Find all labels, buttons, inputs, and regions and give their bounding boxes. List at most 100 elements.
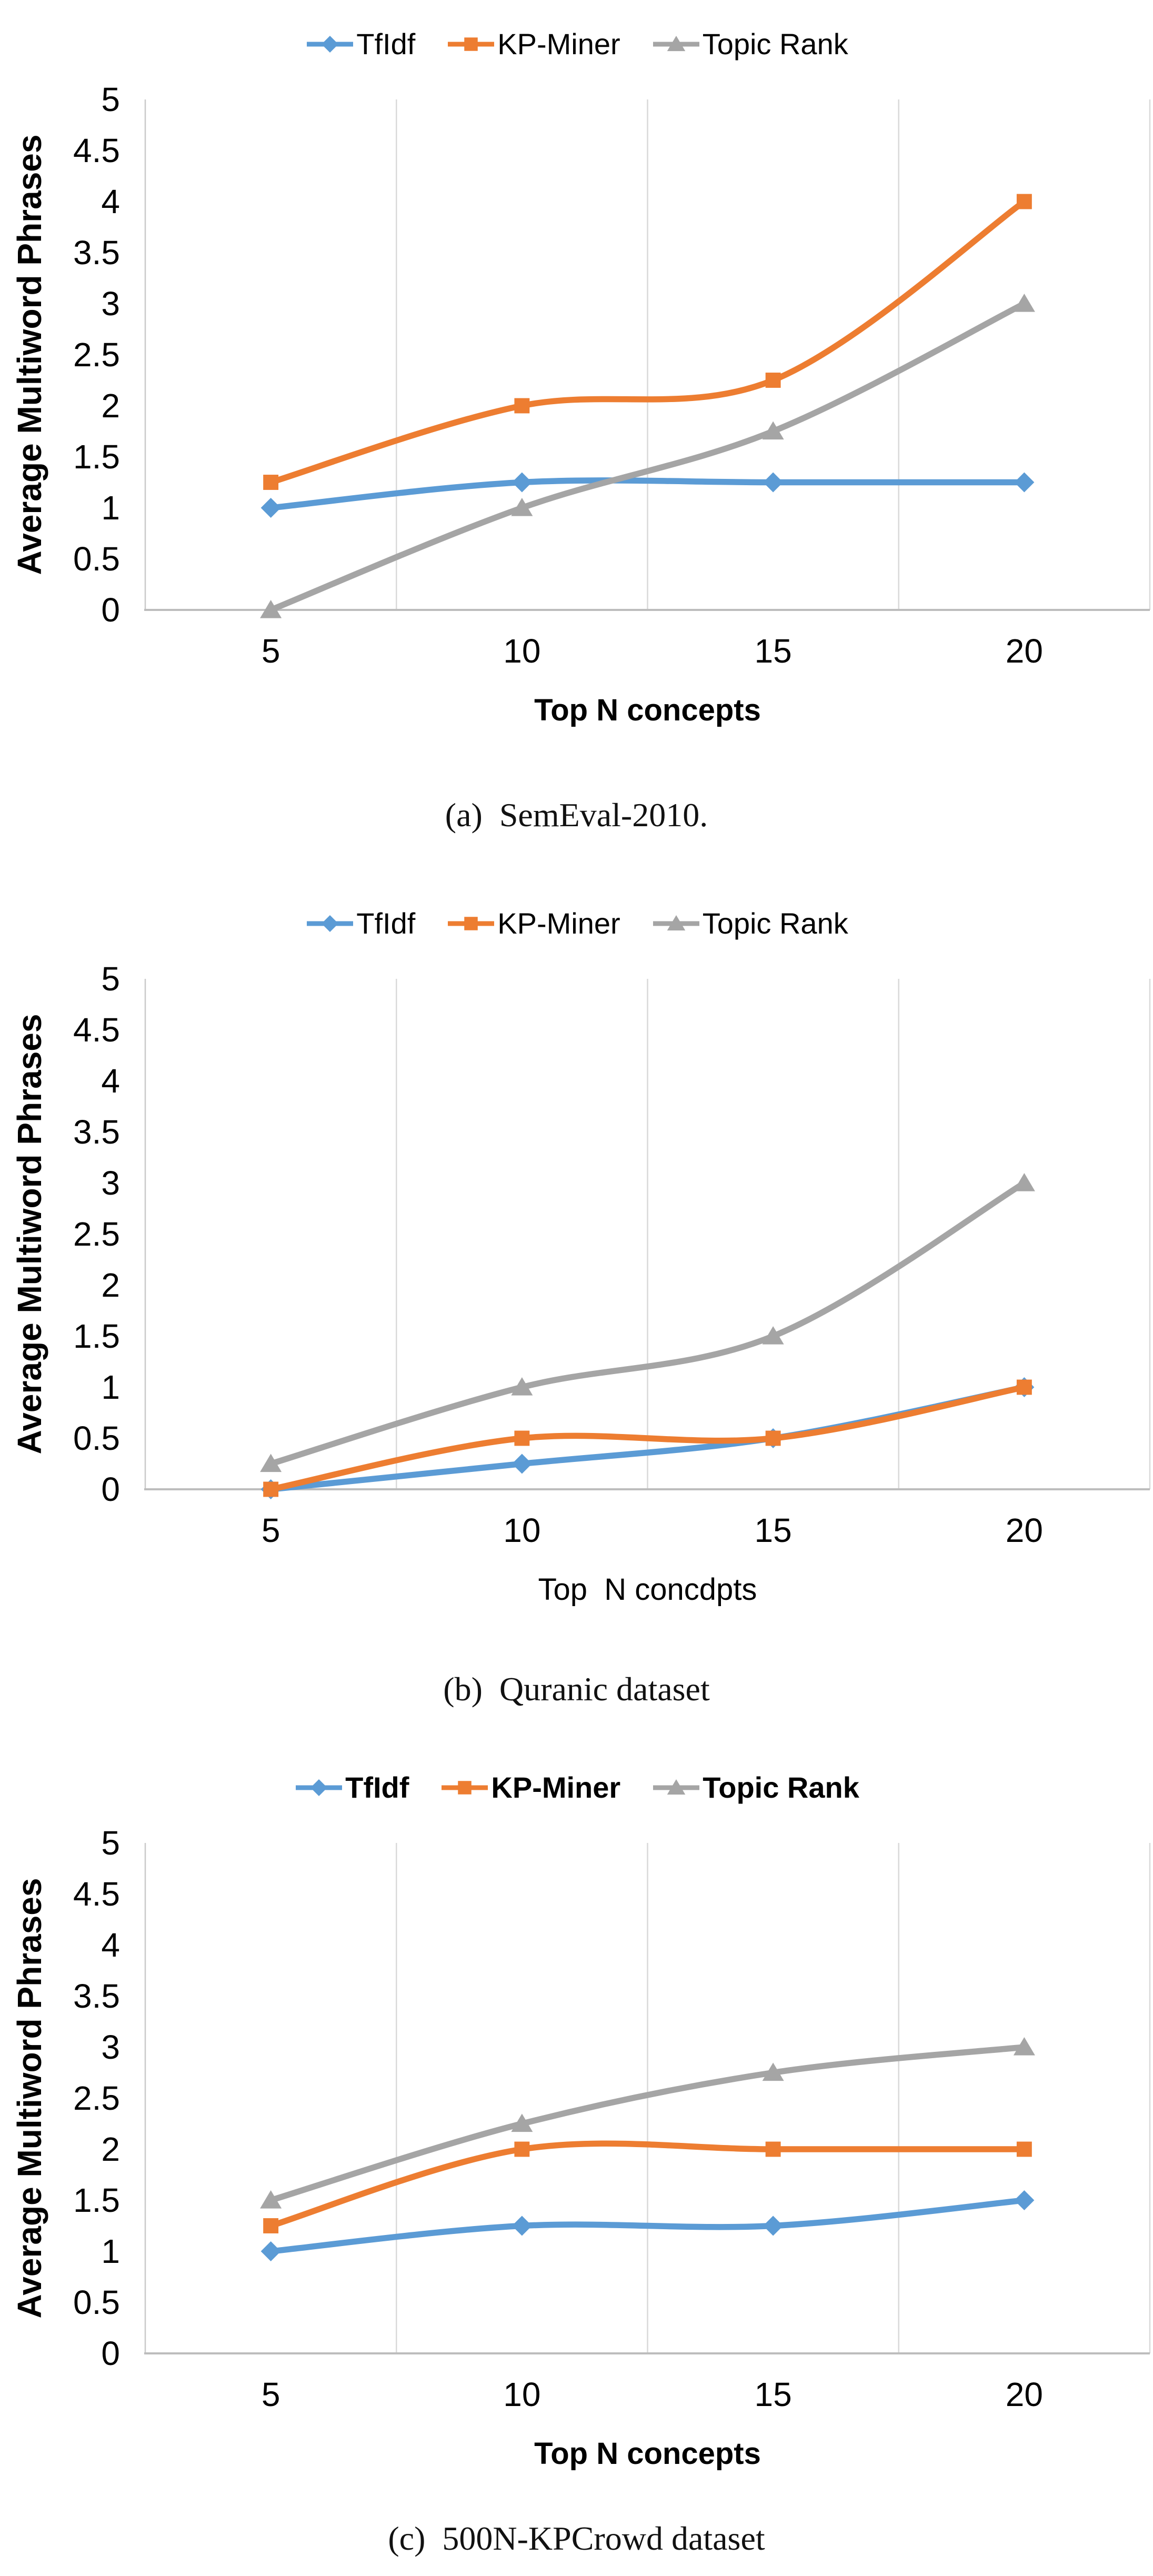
diamond-marker-icon [307,36,354,53]
line-chart-svg-c: 0 0.5 1 1.5 2 2.5 3 3.5 4 4.5 5 5 10 15 20 Average Mult… [11,1830,1151,2471]
legend-label: KP-Miner [491,1771,621,1804]
svg-text:2.5: 2.5 [73,336,120,374]
svg-text:4: 4 [101,1926,120,1964]
axis-lines [144,979,1150,1490]
svg-text:0: 0 [101,591,120,629]
y-axis-title: Average Multiword Phrases [11,135,48,575]
figure-panel-a: TfIdf KP-Miner Topic Rank 0 0.5 1 1.5 2 2.5 3 3.5… [0,0,1153,860]
legend-item-tfidf: TfIdf [294,1773,409,1802]
svg-text:1: 1 [101,2232,120,2270]
y-axis-ticks: 0 0.5 1 1.5 2 2.5 3 3.5 4 4.5 5 [73,86,120,629]
legend-item-kp-miner: KP-Miner [439,1773,620,1802]
legend-label: TfIdf [345,1771,409,1804]
svg-text:20: 20 [1006,1511,1043,1549]
series-tfidf [260,2190,1035,2261]
svg-text:1.5: 1.5 [73,2181,120,2219]
triangle-marker-icon [653,915,699,931]
legend-label: Topic Rank [702,27,848,61]
legend-item-topic-rank: Topic Rank [651,1773,859,1802]
svg-text:3: 3 [101,285,120,323]
diamond-marker-icon [296,1779,343,1796]
x-axis-title: Top N concdpts [538,1572,757,1607]
svg-text:4.5: 4.5 [73,1875,120,1913]
y-axis-ticks: 0 0.5 1 1.5 2 2.5 3 3.5 4 4.5 5 [73,1830,120,2372]
chart-legend: TfIdf KP-Miner Topic Rank [305,907,848,940]
legend-label: TfIdf [356,27,416,61]
legend-item-topic-rank: Topic Rank [651,29,848,59]
svg-text:4: 4 [101,1062,120,1100]
svg-text:20: 20 [1006,632,1043,670]
svg-text:5: 5 [101,86,120,118]
svg-text:5: 5 [262,1511,280,1549]
legend-label: KP-Miner [497,907,620,940]
svg-text:2.5: 2.5 [73,2079,120,2117]
svg-text:10: 10 [503,2375,540,2413]
svg-text:15: 15 [755,632,792,670]
svg-text:2.5: 2.5 [73,1215,120,1253]
x-axis-ticks: 5 10 15 20 [262,1511,1043,1549]
line-chart-svg-b: 0 0.5 1 1.5 2 2.5 3 3.5 4 4.5 5 5 10 15 20 Average Mult… [11,966,1151,1607]
gridlines [396,979,1151,1489]
svg-text:0.5: 0.5 [73,1419,120,1457]
svg-text:3: 3 [101,2028,120,2066]
legend-label: Topic Rank [703,1771,859,1804]
svg-text:2: 2 [101,1266,120,1304]
legend-item-kp-miner: KP-Miner [446,909,620,938]
svg-text:4.5: 4.5 [73,1011,120,1049]
figure-caption-a: (a) SemEval-2010. [445,796,708,834]
figure-panel-b: TfIdf KP-Miner Topic Rank 0 0.5 1 1.5 2 2.5 3 3.5… [0,860,1153,1718]
svg-text:0: 0 [101,1470,120,1508]
svg-text:3: 3 [101,1164,120,1202]
svg-text:20: 20 [1006,2375,1043,2413]
svg-text:5: 5 [262,632,280,670]
svg-text:1.5: 1.5 [73,438,120,476]
x-axis-ticks: 5 10 15 20 [262,632,1043,670]
svg-text:2: 2 [101,2130,120,2168]
y-axis-title: Average Multiword Phrases [11,1014,48,1455]
legend-item-tfidf: TfIdf [305,29,415,59]
svg-text:0.5: 0.5 [73,540,120,578]
svg-text:5: 5 [101,966,120,998]
chart-legend: TfIdf KP-Miner Topic Rank [294,1771,859,1805]
svg-text:4: 4 [101,183,120,220]
svg-text:1.5: 1.5 [73,1317,120,1355]
svg-text:5: 5 [262,2375,280,2413]
square-marker-icon [442,1781,488,1795]
series-kp-miner [263,1379,1032,1497]
legend-item-topic-rank: Topic Rank [651,909,848,938]
figure-panel-c: TfIdf KP-Miner Topic Rank 0 0.5 1 1.5 2 2.5 3 3.5… [0,1718,1153,2576]
legend-label: TfIdf [356,907,416,940]
legend-item-kp-miner: KP-Miner [446,29,620,59]
svg-text:10: 10 [503,632,540,670]
line-chart-svg-a: 0 0.5 1 1.5 2 2.5 3 3.5 4 4.5 5 5 10 15 20 Average Mult… [11,86,1151,727]
svg-text:1: 1 [101,489,120,527]
triangle-marker-icon [653,1779,700,1795]
figure-caption-b: (b) Quranic dataset [443,1670,710,1708]
svg-text:1: 1 [101,1368,120,1406]
x-axis-title: Top N concepts [534,693,761,727]
x-axis-title: Top N concepts [534,2437,761,2471]
diamond-marker-icon [307,915,354,932]
series-topic-rank [260,294,1035,618]
y-axis-ticks: 0 0.5 1 1.5 2 2.5 3 3.5 4 4.5 5 [73,966,120,1508]
svg-text:4.5: 4.5 [73,132,120,169]
axis-lines [144,1843,1150,2354]
svg-text:10: 10 [503,1511,540,1549]
series-topic-rank [260,2037,1035,2209]
axis-lines [144,99,1150,611]
legend-item-tfidf: TfIdf [305,909,415,938]
series-kp-miner [263,2140,1032,2233]
y-axis-title: Average Multiword Phrases [11,1878,48,2319]
series-topic-rank [260,1173,1035,1472]
svg-text:2: 2 [101,387,120,425]
gridlines [396,99,1151,610]
svg-text:0.5: 0.5 [73,2283,120,2321]
legend-label: Topic Rank [702,907,848,940]
svg-text:3.5: 3.5 [73,1113,120,1151]
svg-text:15: 15 [755,2375,792,2413]
figure-caption-c: (c) 500N-KPCrowd dataset [388,2520,765,2557]
triangle-marker-icon [653,36,699,52]
svg-text:3.5: 3.5 [73,1977,120,2015]
svg-text:5: 5 [101,1830,120,1862]
svg-text:3.5: 3.5 [73,234,120,272]
